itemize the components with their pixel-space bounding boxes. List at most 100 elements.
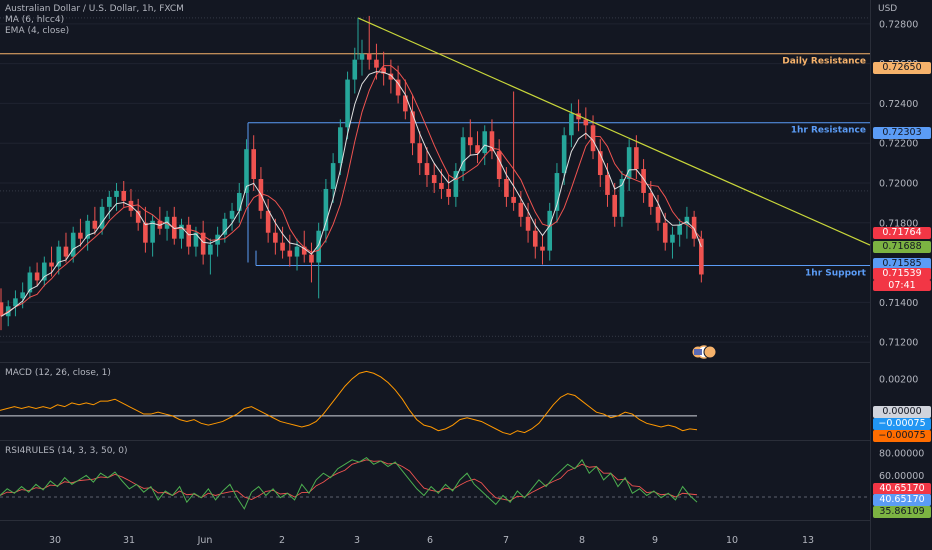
candle-body bbox=[691, 216, 697, 239]
price-label: 0.72650 bbox=[873, 62, 931, 74]
level-label: 1hr Resistance bbox=[791, 126, 866, 136]
candle-body bbox=[150, 220, 155, 243]
rsi-value-label: 35.86109 bbox=[873, 506, 931, 518]
ema-line bbox=[0, 71, 702, 317]
candle-body bbox=[446, 188, 451, 197]
price-label: 0.72303 bbox=[873, 127, 931, 139]
candle-body bbox=[403, 95, 408, 112]
candle-body bbox=[662, 222, 668, 243]
candle-body bbox=[482, 131, 488, 154]
candle-body bbox=[670, 234, 675, 243]
candle-body bbox=[287, 250, 293, 257]
candle-body bbox=[359, 53, 365, 60]
candle-body bbox=[236, 192, 242, 211]
candle-body bbox=[157, 220, 163, 229]
rsi-signal-line bbox=[0, 459, 698, 502]
y-tick-label: 0.71200 bbox=[879, 338, 918, 349]
symbol-title: Australian Dollar / U.S. Dollar, 1h, FXC… bbox=[5, 4, 184, 14]
rsi-value-label: 40.65170 bbox=[873, 494, 931, 506]
ma-line bbox=[0, 65, 702, 317]
candle-body bbox=[316, 230, 321, 263]
candle-body bbox=[70, 232, 76, 257]
candle-body bbox=[265, 210, 271, 233]
price-label: 0.71585 bbox=[873, 258, 931, 270]
rsi-line bbox=[0, 456, 698, 510]
candle-body bbox=[525, 216, 531, 231]
macd-line bbox=[0, 370, 698, 435]
candle-body bbox=[301, 246, 307, 255]
macd-tick-label: 0.00200 bbox=[879, 374, 918, 385]
candle-body bbox=[381, 67, 386, 74]
candle-body bbox=[518, 202, 524, 217]
currency-label: USD bbox=[878, 4, 898, 14]
candle-body bbox=[99, 206, 105, 229]
candle-body bbox=[85, 220, 90, 239]
candle-body bbox=[388, 73, 394, 80]
candle-body bbox=[569, 113, 574, 136]
candle-body bbox=[468, 137, 473, 146]
price-label: 0.71688 bbox=[873, 241, 931, 253]
x-tick-label: 7 bbox=[503, 535, 509, 546]
candle-body bbox=[439, 182, 444, 189]
candle-body bbox=[0, 302, 4, 317]
candle-body bbox=[605, 175, 610, 195]
price-label: 0.71764 bbox=[873, 227, 931, 239]
candle-body bbox=[641, 169, 646, 193]
price-label: 0.71539 bbox=[873, 268, 931, 280]
candle-body bbox=[619, 179, 625, 217]
candle-body bbox=[612, 194, 617, 217]
candle-body bbox=[655, 206, 661, 223]
x-tick-label: 8 bbox=[579, 535, 585, 546]
x-tick-label: 9 bbox=[652, 535, 658, 546]
candle-body bbox=[42, 262, 47, 281]
candle-body bbox=[540, 246, 545, 251]
candle-body bbox=[244, 149, 249, 193]
candle-body bbox=[273, 232, 278, 243]
candle-body bbox=[453, 171, 459, 197]
candle-body bbox=[532, 230, 538, 247]
candle-body bbox=[338, 127, 343, 164]
x-tick-label: 30 bbox=[49, 535, 61, 546]
macd-value-label: −0.00075 bbox=[873, 430, 931, 442]
trendline bbox=[357, 17, 871, 246]
x-tick-label: 13 bbox=[802, 535, 814, 546]
rsi-tick-label: 80.00000 bbox=[879, 449, 924, 460]
candle-body bbox=[511, 196, 516, 203]
candle-body bbox=[590, 125, 596, 152]
y-tick-label: 0.72800 bbox=[879, 19, 918, 30]
candle-body bbox=[489, 131, 495, 152]
candle-body bbox=[504, 179, 509, 197]
candle-body bbox=[699, 238, 704, 275]
bar-countdown: 07:41 bbox=[873, 280, 931, 291]
candle-body bbox=[323, 188, 329, 231]
candle-body bbox=[330, 163, 336, 189]
candle-body bbox=[27, 272, 33, 293]
rsi-legend[interactable]: RSI4RULES (14, 3, 3, 50, 0) bbox=[5, 446, 128, 456]
ma-legend[interactable]: MA (6, hlcc4) bbox=[5, 15, 65, 25]
candle-body bbox=[280, 242, 285, 251]
candle-body bbox=[352, 59, 358, 80]
candle-body bbox=[597, 151, 603, 176]
candle-body bbox=[193, 232, 199, 247]
candle-body bbox=[222, 218, 228, 235]
candle-body bbox=[561, 135, 567, 174]
candle-body bbox=[431, 175, 437, 183]
currency-flags-icon[interactable] bbox=[691, 345, 717, 359]
y-tick-label: 0.71800 bbox=[879, 218, 918, 229]
candle-body bbox=[135, 210, 141, 223]
candle-body bbox=[677, 224, 682, 235]
ema-legend[interactable]: EMA (4, close) bbox=[5, 26, 70, 36]
candle-body bbox=[366, 53, 372, 60]
macd-legend[interactable]: MACD (12, 26, close, 1) bbox=[5, 368, 111, 378]
level-label: 1hr Support bbox=[805, 269, 867, 279]
candle-body bbox=[143, 222, 148, 243]
level-label: Daily Resistance bbox=[782, 57, 866, 67]
x-tick-label: 6 bbox=[427, 535, 433, 546]
rsi-tick-label: 60.00000 bbox=[879, 471, 924, 482]
candle-body bbox=[496, 151, 502, 180]
candle-body bbox=[20, 292, 25, 299]
candle-body bbox=[294, 246, 300, 257]
candle-body bbox=[164, 216, 170, 229]
candle-body bbox=[547, 210, 553, 251]
